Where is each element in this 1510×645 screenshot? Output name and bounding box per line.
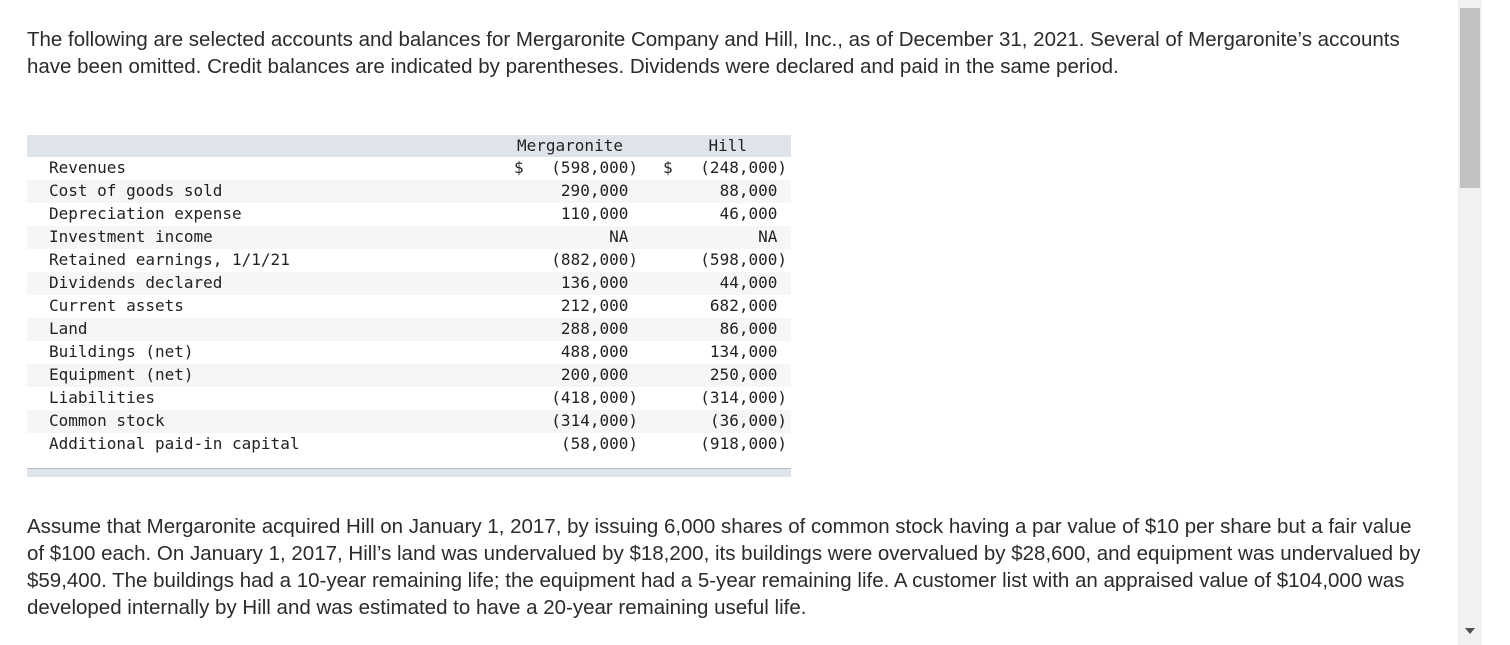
account-label: Additional paid-in capital	[49, 434, 300, 453]
scrollbar-thumb[interactable]	[1460, 8, 1480, 188]
dollar-sign: $	[514, 158, 524, 177]
mergaronite-value: (882,000)	[551, 250, 638, 269]
account-label: Retained earnings, 1/1/21	[49, 250, 290, 269]
header-mergaronite: Mergaronite	[517, 136, 623, 155]
account-label: Land	[49, 319, 88, 338]
mergaronite-value: 290,000	[560, 181, 629, 200]
account-label: Cost of goods sold	[49, 181, 223, 200]
account-label: Revenues	[49, 158, 127, 177]
assumption-paragraph: Assume that Mergaronite acquired Hill on…	[27, 515, 1421, 619]
header-hill: Hill	[708, 136, 747, 155]
hill-value: (248,000)	[700, 158, 787, 177]
mergaronite-value: (598,000)	[551, 158, 638, 177]
hill-value: 86,000	[719, 319, 778, 338]
table-row: Depreciation expense 110,000 46,000	[27, 203, 791, 226]
mergaronite-value: 212,000	[560, 296, 629, 315]
hill-value: 44,000	[719, 273, 778, 292]
table-row: Dividends declared 136,000 44,000	[27, 272, 791, 295]
scroll-down-arrow-icon[interactable]	[1465, 628, 1475, 634]
table-row: Retained earnings, 1/1/21 (882,000) (598,0…	[27, 249, 791, 272]
mergaronite-value: 488,000	[560, 342, 629, 361]
mergaronite-value: (58,000)	[560, 434, 638, 453]
account-label: Dividends declared	[49, 273, 223, 292]
hill-value: (36,000)	[709, 411, 787, 430]
account-label: Buildings (net)	[49, 342, 194, 361]
account-label: Common stock	[49, 411, 165, 430]
mergaronite-value: 136,000	[560, 273, 629, 292]
account-label: Depreciation expense	[49, 204, 242, 223]
hill-value: 682,000	[709, 296, 778, 315]
table-body: Revenues $ $ (598,000) (248,000) Cost of good…	[27, 157, 791, 456]
table-footer	[27, 468, 791, 477]
hill-value: (918,000)	[700, 434, 787, 453]
account-label: Equipment (net)	[49, 365, 194, 384]
table-row: Equipment (net) 200,000 250,000	[27, 364, 791, 387]
account-label: Current assets	[49, 296, 184, 315]
table-row: Current assets 212,000 682,000	[27, 295, 791, 318]
table-header: Mergaronite Hill	[27, 135, 791, 157]
hill-value: 88,000	[719, 181, 778, 200]
mergaronite-value: (314,000)	[551, 411, 638, 430]
balances-table: Mergaronite Hill Revenues $ $ (598,000) (248…	[27, 135, 791, 477]
vertical-scrollbar[interactable]	[1458, 0, 1482, 645]
mergaronite-value: NA	[609, 227, 629, 246]
mergaronite-value: (418,000)	[551, 388, 638, 407]
table-row: Buildings (net) 488,000 134,000	[27, 341, 791, 364]
table-row: Land 288,000 86,000	[27, 318, 791, 341]
mergaronite-value: 110,000	[560, 204, 629, 223]
table-row: Common stock (314,000) (36,000)	[27, 410, 791, 433]
mergaronite-value: 288,000	[560, 319, 629, 338]
hill-value: NA	[758, 227, 778, 246]
table-row: Additional paid-in capital (58,000) (918,0…	[27, 433, 791, 456]
hill-value: 46,000	[719, 204, 778, 223]
table-row: Liabilities (418,000) (314,000)	[27, 387, 791, 410]
hill-value: 250,000	[709, 365, 778, 384]
mergaronite-value: 200,000	[560, 365, 629, 384]
dollar-sign: $	[663, 158, 673, 177]
intro-paragraph: The following are selected accounts and …	[27, 28, 1400, 78]
hill-value: (598,000)	[700, 250, 787, 269]
account-label: Liabilities	[49, 388, 155, 407]
table-row: Cost of goods sold 290,000 88,000	[27, 180, 791, 203]
account-label: Investment income	[49, 227, 213, 246]
table-row: Revenues $ $ (598,000) (248,000)	[27, 157, 791, 180]
problem-content: The following are selected accounts and …	[27, 26, 1427, 619]
hill-value: 134,000	[709, 342, 778, 361]
hill-value: (314,000)	[700, 388, 787, 407]
table-row: Investment income NA NA	[27, 226, 791, 249]
